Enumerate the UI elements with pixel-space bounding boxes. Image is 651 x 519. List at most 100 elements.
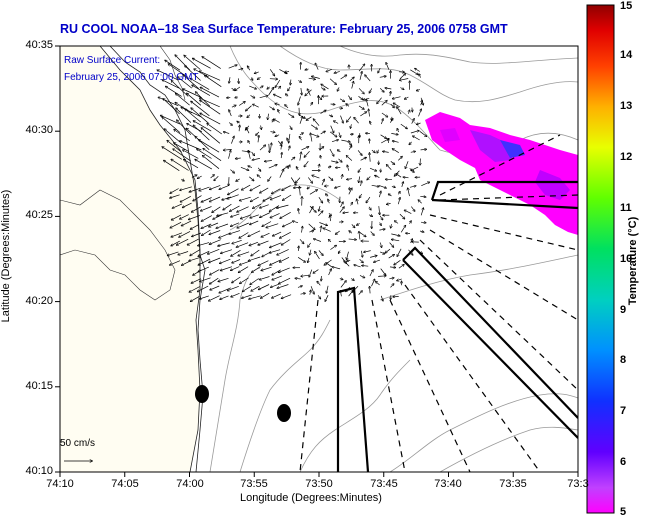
current-vector	[231, 250, 241, 256]
current-vector	[405, 161, 409, 168]
current-vector	[209, 239, 221, 245]
current-vector	[228, 188, 239, 195]
current-vector	[336, 230, 340, 234]
current-vector	[326, 68, 332, 71]
current-vector	[235, 97, 239, 98]
current-vector	[198, 258, 211, 265]
current-vector	[178, 77, 193, 89]
current-vector	[184, 160, 199, 169]
current-vector	[217, 212, 229, 216]
current-vector	[350, 124, 351, 128]
current-vector	[258, 240, 269, 245]
current-vector	[411, 119, 415, 124]
current-vector	[270, 259, 282, 265]
current-vector	[311, 103, 313, 106]
current-vector	[328, 176, 333, 181]
current-vector	[360, 158, 367, 161]
current-vector	[171, 81, 189, 97]
current-vector	[251, 77, 253, 81]
current-vector	[308, 177, 312, 183]
current-vector	[269, 143, 270, 152]
current-vector	[255, 72, 259, 74]
current-vector	[380, 268, 386, 276]
current-vector	[261, 266, 272, 270]
current-vector	[168, 251, 179, 256]
current-vector	[304, 150, 310, 157]
current-vector	[326, 194, 329, 197]
current-vector	[371, 185, 379, 186]
current-vector	[208, 248, 220, 254]
current-vector	[290, 79, 291, 85]
colorbar-tick: 13	[620, 100, 633, 112]
xtick-label: 73:35	[499, 478, 527, 490]
current-vector	[162, 147, 182, 160]
current-vector	[209, 295, 220, 301]
current-vector	[191, 295, 200, 301]
current-vector	[229, 77, 230, 83]
current-vector	[182, 220, 192, 226]
current-vector	[199, 186, 210, 191]
current-vector	[176, 94, 190, 106]
current-vector	[280, 256, 290, 262]
current-vector	[170, 188, 179, 194]
current-vector	[260, 204, 269, 208]
current-vector	[405, 210, 412, 214]
current-vector	[343, 212, 349, 213]
current-vector	[252, 158, 260, 160]
current-vector	[281, 142, 282, 150]
current-vector	[420, 222, 426, 223]
current-vector	[398, 157, 402, 161]
current-vector	[357, 150, 362, 155]
current-vector	[231, 87, 235, 90]
current-vector	[242, 184, 251, 190]
current-vector	[391, 233, 400, 236]
current-vector	[358, 168, 362, 172]
current-vector	[193, 125, 210, 141]
current-vector	[323, 228, 331, 232]
current-vector	[301, 87, 302, 95]
current-vector	[313, 269, 319, 274]
current-vector	[310, 133, 313, 142]
current-vector	[383, 151, 389, 152]
current-vector	[379, 229, 385, 230]
y-axis-title: Latitude (Degrees:Minutes)	[0, 189, 12, 323]
colorbar-tick: 8	[620, 354, 627, 366]
current-vector	[329, 78, 336, 85]
current-vector	[158, 97, 179, 107]
current-vector	[289, 125, 292, 130]
current-vector	[269, 106, 274, 110]
current-vector	[399, 213, 405, 219]
current-vector	[385, 88, 392, 89]
current-vector	[272, 119, 274, 123]
current-vector	[285, 105, 289, 109]
current-vector	[162, 117, 181, 133]
current-vector	[320, 110, 326, 114]
current-vector	[262, 221, 272, 227]
current-vector	[375, 176, 380, 178]
current-vector	[400, 78, 409, 81]
current-vector	[197, 149, 212, 159]
current-vector	[381, 139, 389, 144]
current-vector	[187, 238, 199, 245]
current-vector	[379, 76, 386, 77]
current-vector	[268, 88, 274, 96]
current-vector	[265, 161, 272, 162]
current-vector	[193, 58, 211, 69]
current-vector	[286, 94, 289, 97]
current-vector	[263, 196, 272, 201]
current-vector	[184, 55, 201, 70]
current-vector	[240, 166, 249, 170]
current-vector	[409, 141, 412, 145]
current-vector	[272, 293, 281, 298]
current-vector	[210, 175, 215, 179]
current-vector	[420, 149, 427, 150]
current-vector	[410, 221, 412, 224]
current-vector	[371, 279, 375, 287]
current-vector	[342, 175, 343, 179]
current-vector	[320, 131, 325, 135]
current-vector	[293, 221, 299, 224]
current-vector	[163, 99, 180, 115]
current-vector	[314, 239, 322, 242]
current-vector	[299, 137, 302, 141]
current-vector	[210, 269, 220, 275]
